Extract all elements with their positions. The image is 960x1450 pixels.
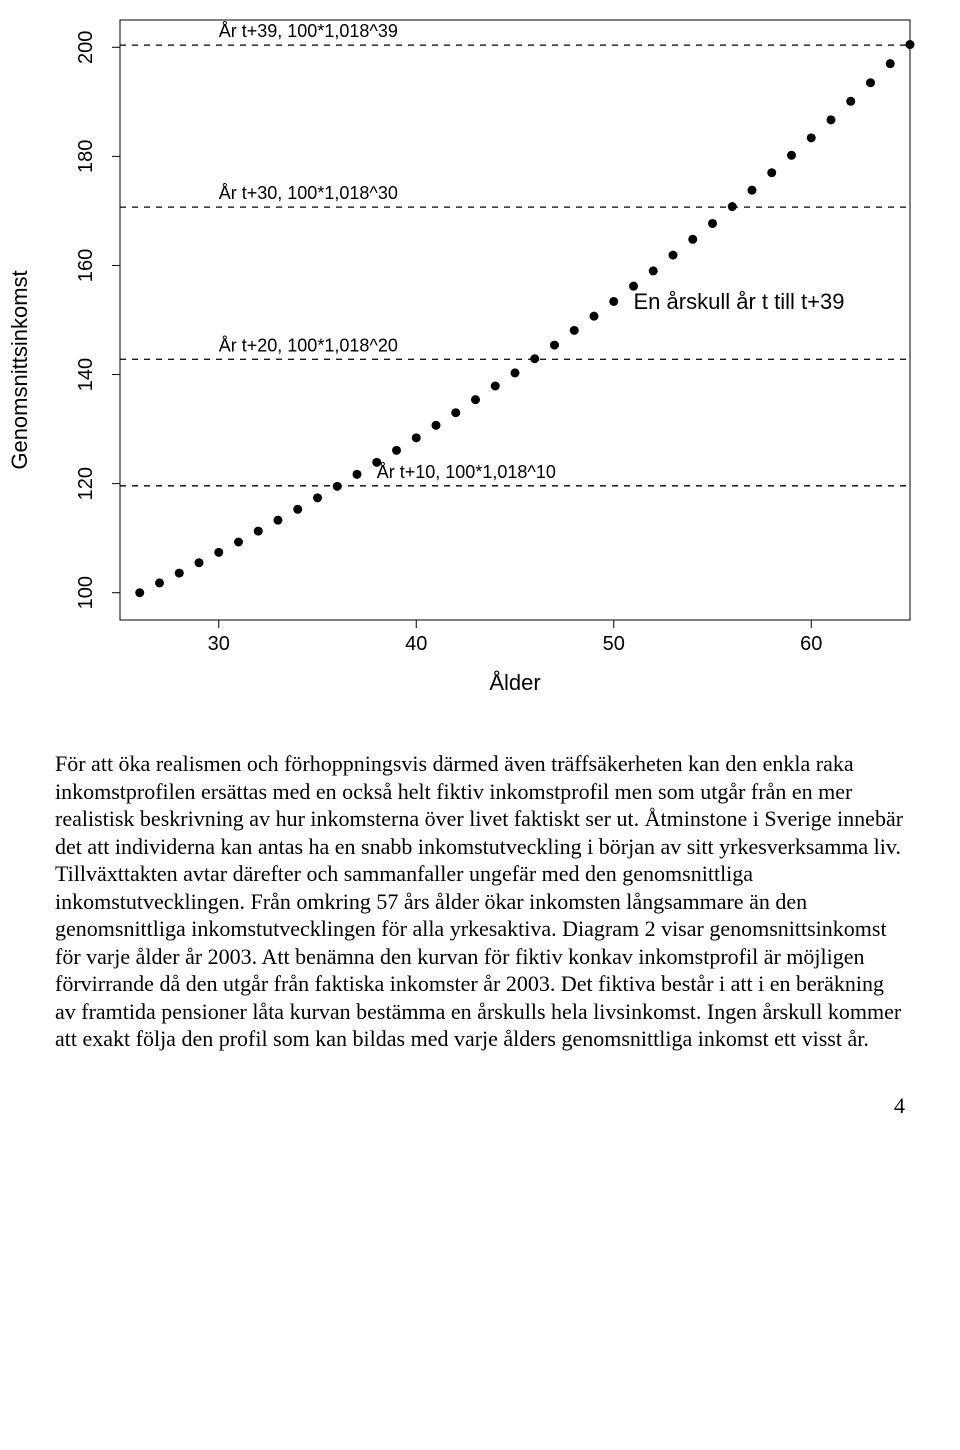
svg-text:50: 50 xyxy=(603,633,625,655)
page-number: 4 xyxy=(0,1053,960,1139)
svg-text:År t+39, 100*1,018^39: År t+39, 100*1,018^39 xyxy=(219,21,398,41)
svg-text:60: 60 xyxy=(800,633,822,655)
svg-text:År t+30, 100*1,018^30: År t+30, 100*1,018^30 xyxy=(219,183,398,203)
svg-text:160: 160 xyxy=(75,249,97,282)
svg-text:120: 120 xyxy=(75,467,97,500)
y-axis-label: Genomsnittsinkomst xyxy=(7,270,33,469)
svg-text:140: 140 xyxy=(75,358,97,391)
body-paragraph: För att öka realismen och förhoppningsvi… xyxy=(0,730,960,1053)
svg-text:200: 200 xyxy=(75,31,97,64)
svg-text:40: 40 xyxy=(405,633,427,655)
svg-text:Ålder: Ålder xyxy=(489,670,540,695)
svg-text:100: 100 xyxy=(75,576,97,609)
svg-text:År t+10, 100*1,018^10: År t+10, 100*1,018^10 xyxy=(377,462,556,482)
svg-text:En årskull år t till t+39: En årskull år t till t+39 xyxy=(634,289,845,314)
chart-svg: 30 40 50 60 100 120 140 160 180 200 År t+10, 100*1… xyxy=(30,10,930,710)
svg-text:År t+20, 100*1,018^20: År t+20, 100*1,018^20 xyxy=(219,335,398,355)
income-chart: Genomsnittsinkomst 304050601001201401601… xyxy=(30,10,930,730)
svg-text:30: 30 xyxy=(208,633,230,655)
svg-text:180: 180 xyxy=(75,140,97,173)
